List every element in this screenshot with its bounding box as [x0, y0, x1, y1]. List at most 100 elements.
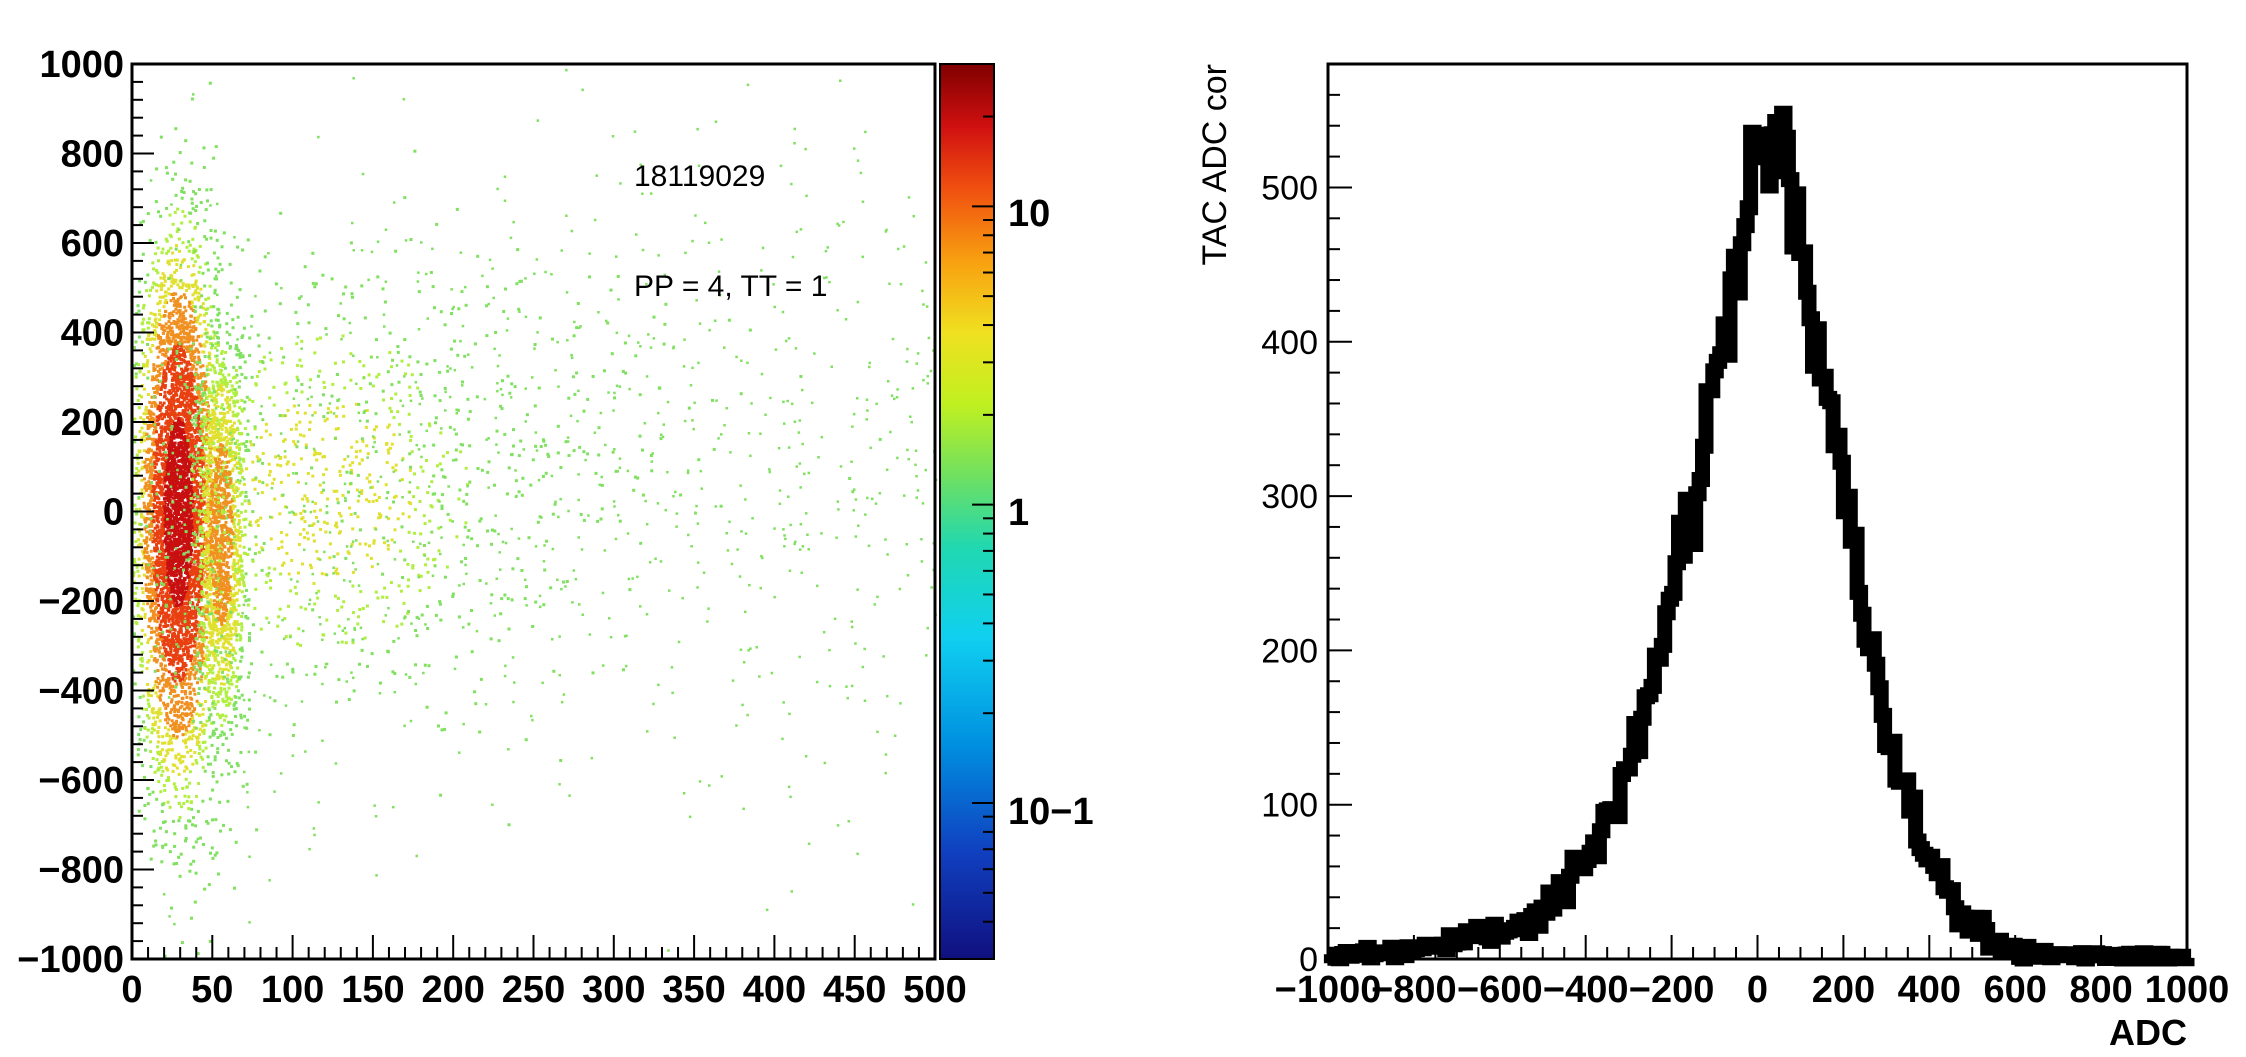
heatmap-bin [193, 431, 197, 435]
heatmap-bin [147, 317, 151, 321]
heatmap-bin [184, 682, 188, 686]
heatmap-bin [188, 606, 191, 610]
heatmap-bin [160, 417, 164, 421]
heatmap-bin [171, 769, 175, 773]
heatmap-bin [177, 700, 181, 704]
heatmap-bin [184, 427, 188, 431]
heatmap-bin [133, 682, 137, 686]
heatmap-bin [176, 616, 180, 620]
heatmap-bin [178, 551, 182, 554]
heatmap-bin [217, 311, 221, 315]
heatmap-bin [136, 461, 140, 465]
heatmap-bin [201, 533, 205, 537]
heatmap-bin [196, 681, 199, 685]
heatmap-bin [165, 734, 169, 738]
heatmap-bin [186, 348, 190, 352]
heatmap-bin [211, 643, 215, 647]
heatmap-bin [153, 526, 157, 530]
heatmap-bin [145, 536, 149, 540]
heatmap-bin [180, 431, 184, 435]
heatmap-bin [210, 342, 213, 346]
heatmap-bin [192, 190, 195, 194]
heatmap-bin [191, 565, 195, 569]
heatmap-bin [183, 444, 187, 448]
heatmap-bin [155, 525, 159, 529]
heatmap-bin [188, 564, 192, 568]
heatmap-bin [172, 400, 176, 404]
heatmap-bin [194, 439, 198, 443]
heatmap-bin [190, 519, 194, 523]
heatmap-bin [158, 401, 162, 405]
heatmap-bin [136, 604, 140, 608]
heatmap-bin [196, 473, 200, 476]
heatmap-bin [164, 472, 168, 476]
heatmap-bin [158, 646, 162, 650]
heatmap-bin [182, 329, 185, 332]
heatmap-bin [169, 299, 173, 303]
heatmap-bin [137, 715, 141, 719]
heatmap-bin [184, 139, 188, 143]
heatmap-bin [159, 679, 163, 683]
heatmap-bin [140, 426, 144, 430]
heatmap-bin [167, 487, 171, 491]
heatmap-bin [193, 751, 197, 754]
heatmap-bin [208, 81, 212, 85]
heatmap-bin [167, 644, 171, 648]
heatmap-bin [181, 421, 185, 425]
heatmap-bin [198, 713, 201, 717]
heatmap-bin [147, 426, 151, 430]
heatmap-bin [181, 591, 185, 595]
heatmap-bin [166, 751, 170, 755]
heatmap-bin [183, 662, 187, 665]
heatmap-bin [142, 573, 146, 577]
heatmap-bin [162, 672, 166, 676]
heatmap-bin [194, 463, 198, 467]
heatmap-bin [180, 323, 184, 327]
heatmap-bin [208, 554, 212, 558]
heatmap-bin [167, 446, 171, 450]
heatmap-bin [216, 653, 220, 657]
heatmap-bin [184, 366, 188, 370]
heatmap-bin [170, 356, 174, 360]
heatmap-bin [183, 415, 187, 419]
heatmap-bin [190, 720, 194, 724]
heatmap-bin [178, 387, 182, 391]
heatmap-bin [169, 471, 173, 475]
heatmap-bin [177, 563, 181, 567]
heatmap-bin [144, 589, 148, 592]
heatmap-bin [156, 355, 160, 359]
heatmap-bin [201, 707, 205, 711]
heatmap-bin [168, 617, 171, 621]
heatmap-bin [211, 447, 215, 451]
heatmap-bin [185, 245, 189, 249]
heatmap-bin [183, 368, 187, 372]
heatmap-bin [159, 214, 163, 218]
heatmap-bin [203, 219, 207, 223]
heatmap-bin [160, 446, 164, 450]
heatmap-bin [166, 541, 170, 545]
heatmap-bin [160, 576, 163, 580]
heatmap-bin [182, 624, 186, 628]
heatmap-bin [141, 651, 145, 655]
heatmap-bin [141, 252, 145, 256]
heatmap-bin [187, 795, 191, 799]
heatmap-bin [178, 561, 182, 565]
heatmap-bin [181, 509, 185, 513]
heatmap-bin [146, 595, 150, 599]
heatmap-bin [154, 252, 158, 256]
heatmap-bin [172, 529, 176, 533]
heatmap-bin [189, 395, 193, 399]
heatmap-bin [180, 660, 184, 664]
heatmap-bin [191, 823, 194, 827]
heatmap-bin [171, 655, 175, 659]
heatmap-bin [189, 559, 193, 563]
heatmap-bin [182, 325, 186, 329]
heatmap-bin [183, 632, 187, 636]
heatmap-bin [216, 573, 220, 576]
heatmap-bin [158, 414, 162, 418]
heatmap-bin [188, 436, 192, 440]
heatmap-bin [133, 530, 137, 534]
heatmap-bin [184, 504, 188, 508]
heatmap-bin [177, 435, 181, 439]
heatmap-bin [185, 606, 189, 610]
